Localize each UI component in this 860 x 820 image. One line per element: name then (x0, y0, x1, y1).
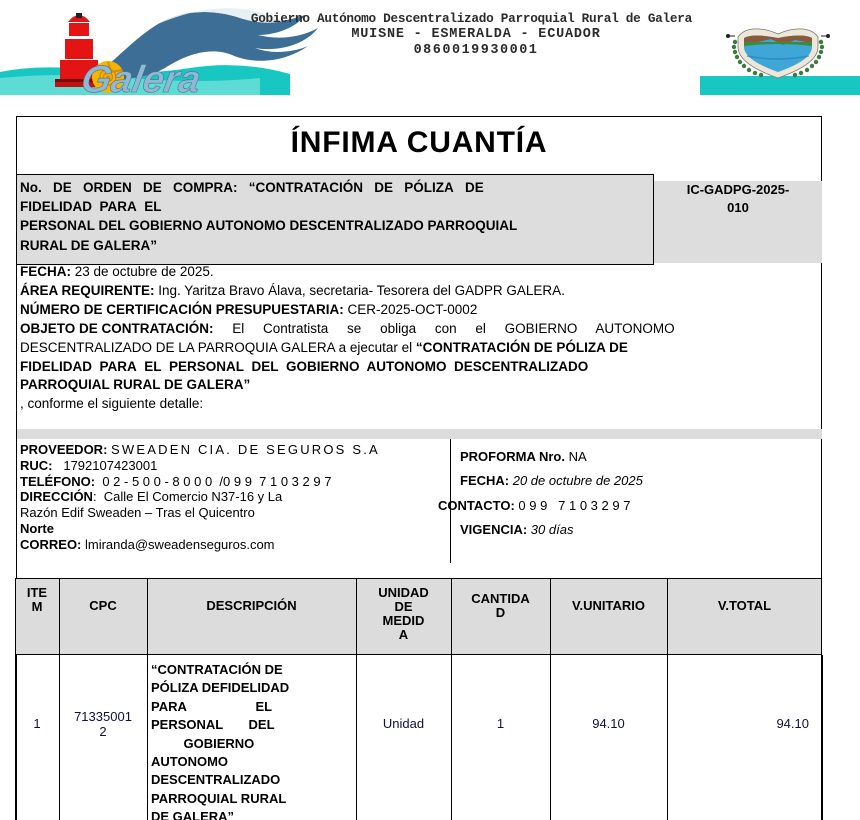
svg-text:Galera: Galera (78, 58, 204, 95)
